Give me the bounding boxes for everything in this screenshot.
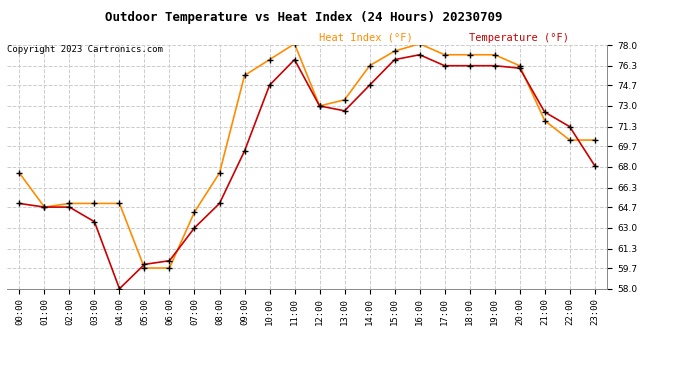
Text: Heat Index (°F): Heat Index (°F) bbox=[319, 33, 413, 43]
Text: Outdoor Temperature vs Heat Index (24 Hours) 20230709: Outdoor Temperature vs Heat Index (24 Ho… bbox=[105, 11, 502, 24]
Text: Copyright 2023 Cartronics.com: Copyright 2023 Cartronics.com bbox=[7, 45, 163, 54]
Text: Temperature (°F): Temperature (°F) bbox=[469, 33, 569, 43]
